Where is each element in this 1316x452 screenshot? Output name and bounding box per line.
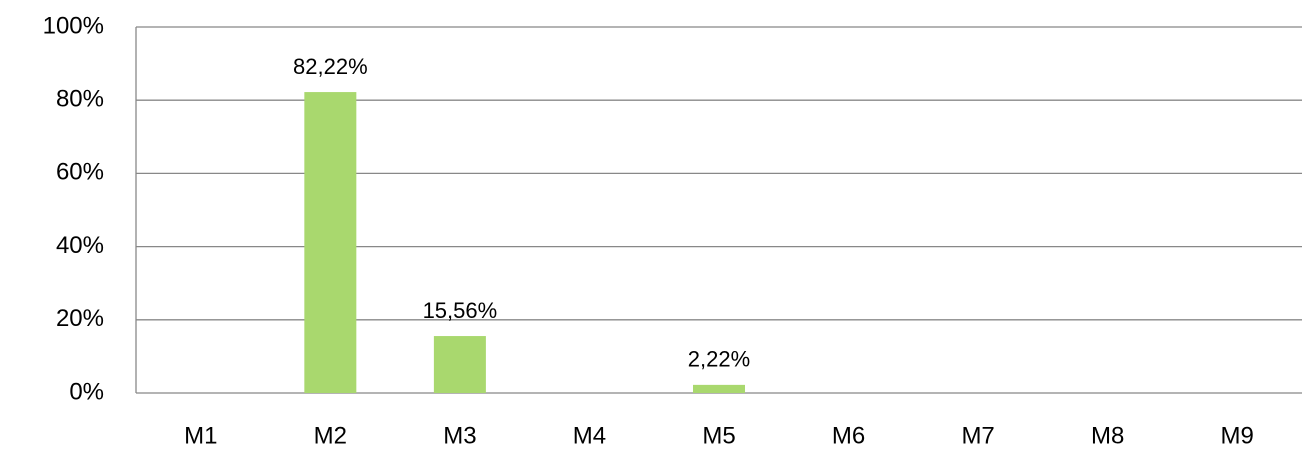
x-tick-label: M1 bbox=[184, 422, 217, 449]
bar bbox=[304, 92, 357, 393]
y-tick-label: 20% bbox=[56, 305, 104, 332]
y-tick-label: 0% bbox=[69, 378, 104, 405]
y-tick-label: 40% bbox=[56, 232, 104, 259]
x-tick-label: M8 bbox=[1091, 422, 1124, 449]
x-tick-label: M7 bbox=[961, 422, 994, 449]
x-tick-label: M2 bbox=[314, 422, 347, 449]
data-label: 2,22% bbox=[688, 347, 750, 372]
y-tick-label: 100% bbox=[43, 12, 104, 39]
bar bbox=[693, 384, 745, 393]
x-tick-label: M5 bbox=[702, 422, 735, 449]
y-tick-label: 60% bbox=[56, 159, 104, 186]
bar bbox=[433, 336, 486, 393]
data-label: 15,56% bbox=[423, 298, 498, 323]
x-tick-label: M9 bbox=[1221, 422, 1254, 449]
x-tick-label: M3 bbox=[443, 422, 476, 449]
data-label: 82,22% bbox=[293, 54, 368, 79]
y-tick-label: 80% bbox=[56, 86, 104, 113]
x-tick-label: M4 bbox=[573, 422, 606, 449]
x-tick-label: M6 bbox=[832, 422, 865, 449]
